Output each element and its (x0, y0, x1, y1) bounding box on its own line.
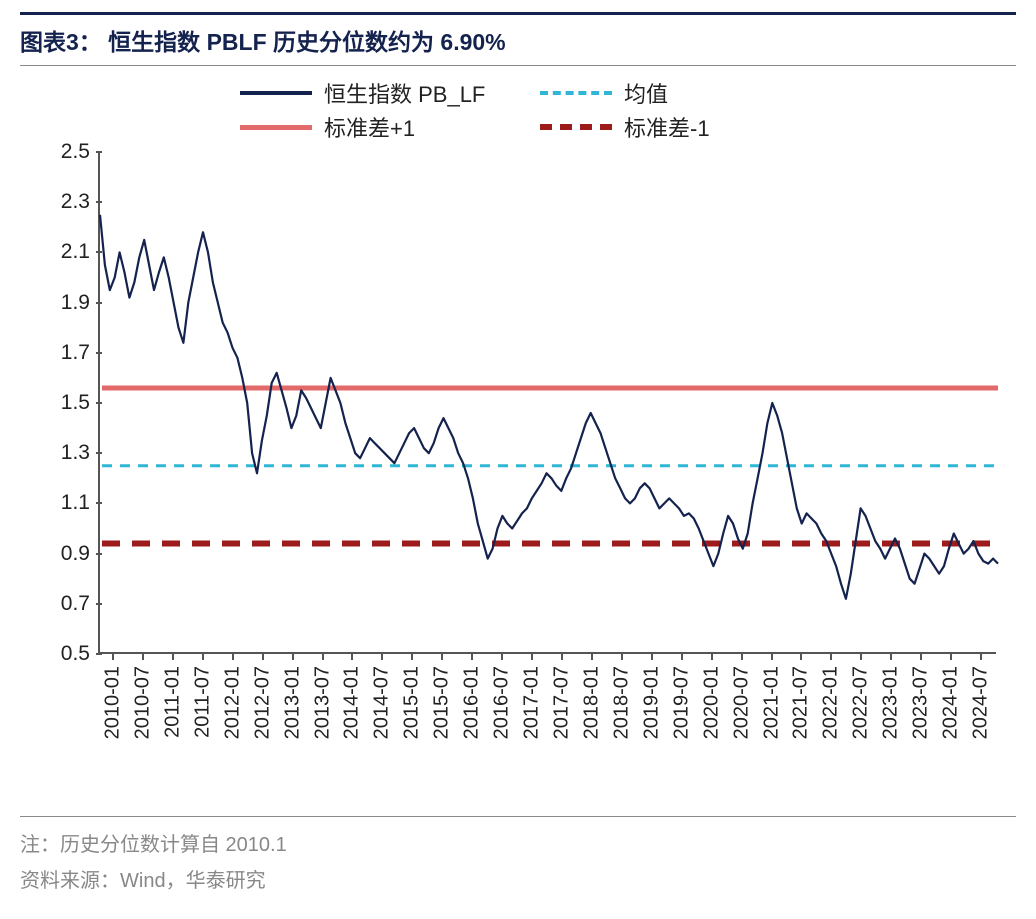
xtick-label: 2023-01 (880, 666, 903, 739)
xtick-mark (172, 654, 174, 660)
xtick-label: 2022-07 (850, 666, 873, 739)
xtick-mark (501, 654, 503, 660)
xtick-mark (381, 654, 383, 660)
legend-item-pb_lf: 恒生指数 PB_LF (240, 76, 540, 110)
xtick-mark (950, 654, 952, 660)
plot-area (98, 152, 996, 654)
ytick-label: 1.7 (20, 341, 90, 365)
legend-label: 均值 (624, 77, 668, 109)
legend: 恒生指数 PB_LF 均值标准差+1 标准差-1 (240, 76, 860, 144)
legend-item-mean: 均值 (540, 76, 840, 110)
ytick-label: 2.3 (20, 190, 90, 214)
legend-swatch-pb_lf (240, 91, 312, 95)
xtick-label: 2019-01 (640, 666, 663, 739)
xtick-label: 2010-01 (101, 666, 124, 739)
chart-area: 恒生指数 PB_LF 均值标准差+1 标准差-1 0.5 0.7 0.9 1.1 1.3 1.… (20, 70, 1016, 810)
xtick-mark (441, 654, 443, 660)
xtick-label: 2023-07 (910, 666, 933, 739)
xtick-mark (860, 654, 862, 660)
xtick-label: 2024-01 (940, 666, 963, 739)
xtick-mark (591, 654, 593, 660)
xtick-label: 2014-01 (341, 666, 364, 739)
chart-footer: 注：历史分位数计算自 2010.1 资料来源：Wind，华泰研究 (20, 816, 1016, 899)
xtick-label: 2017-07 (550, 666, 573, 739)
xtick-label: 2012-01 (221, 666, 244, 739)
ytick-label: 0.7 (20, 592, 90, 616)
xtick-label: 2018-01 (580, 666, 603, 739)
xtick-mark (531, 654, 533, 660)
xtick-mark (890, 654, 892, 660)
xtick-label: 2024-07 (970, 666, 993, 739)
xtick-mark (322, 654, 324, 660)
chart-title: 图表3： 恒生指数 PBLF 历史分位数约为 6.90% (20, 12, 1016, 66)
xtick-label: 2011-01 (161, 666, 184, 738)
xtick-mark (142, 654, 144, 660)
xtick-label: 2015-01 (401, 666, 424, 739)
xtick-mark (411, 654, 413, 660)
xtick-label: 2016-01 (461, 666, 484, 739)
xtick-mark (621, 654, 623, 660)
xtick-label: 2017-01 (521, 666, 544, 739)
xtick-label: 2010-07 (131, 666, 154, 739)
xtick-label: 2021-01 (760, 666, 783, 739)
xtick-label: 2018-07 (610, 666, 633, 739)
ytick-label: 2.5 (20, 140, 90, 164)
legend-swatch-sd_m1 (540, 124, 612, 130)
ytick-label: 2.1 (20, 240, 90, 264)
legend-swatch-mean (540, 91, 612, 95)
legend-item-sd_p1: 标准差+1 (240, 110, 540, 144)
xtick-mark (800, 654, 802, 660)
xtick-mark (920, 654, 922, 660)
xtick-mark (830, 654, 832, 660)
xtick-mark (262, 654, 264, 660)
legend-label: 标准差+1 (324, 111, 415, 143)
xtick-label: 2022-01 (820, 666, 843, 739)
xtick-mark (351, 654, 353, 660)
xtick-mark (681, 654, 683, 660)
xtick-label: 2015-07 (431, 666, 454, 739)
xtick-label: 2019-07 (670, 666, 693, 739)
ytick-label: 0.9 (20, 542, 90, 566)
ytick-label: 1.3 (20, 441, 90, 465)
xtick-label: 2013-01 (281, 666, 304, 739)
xtick-label: 2020-01 (700, 666, 723, 739)
ytick-label: 0.5 (20, 642, 90, 666)
xtick-label: 2013-07 (311, 666, 334, 739)
xtick-label: 2012-07 (251, 666, 274, 739)
xtick-mark (202, 654, 204, 660)
xtick-mark (771, 654, 773, 660)
xtick-mark (651, 654, 653, 660)
legend-label: 标准差-1 (624, 111, 710, 143)
xtick-label: 2014-07 (371, 666, 394, 739)
xtick-label: 2011-07 (191, 666, 214, 738)
footer-note: 注：历史分位数计算自 2010.1 (20, 827, 1016, 863)
xtick-mark (471, 654, 473, 660)
legend-item-sd_m1: 标准差-1 (540, 110, 840, 144)
footer-source: 资料来源：Wind，华泰研究 (20, 863, 1016, 899)
xtick-mark (980, 654, 982, 660)
xtick-mark (711, 654, 713, 660)
xtick-mark (232, 654, 234, 660)
xtick-label: 2020-07 (730, 666, 753, 739)
legend-swatch-sd_p1 (240, 125, 312, 130)
xtick-mark (741, 654, 743, 660)
legend-label: 恒生指数 PB_LF (324, 77, 485, 109)
ytick-label: 1.9 (20, 291, 90, 315)
xtick-mark (112, 654, 114, 660)
ytick-label: 1.5 (20, 391, 90, 415)
xtick-mark (561, 654, 563, 660)
xtick-label: 2016-07 (491, 666, 514, 739)
xtick-label: 2021-07 (790, 666, 813, 739)
ytick-label: 1.1 (20, 491, 90, 515)
xtick-mark (292, 654, 294, 660)
